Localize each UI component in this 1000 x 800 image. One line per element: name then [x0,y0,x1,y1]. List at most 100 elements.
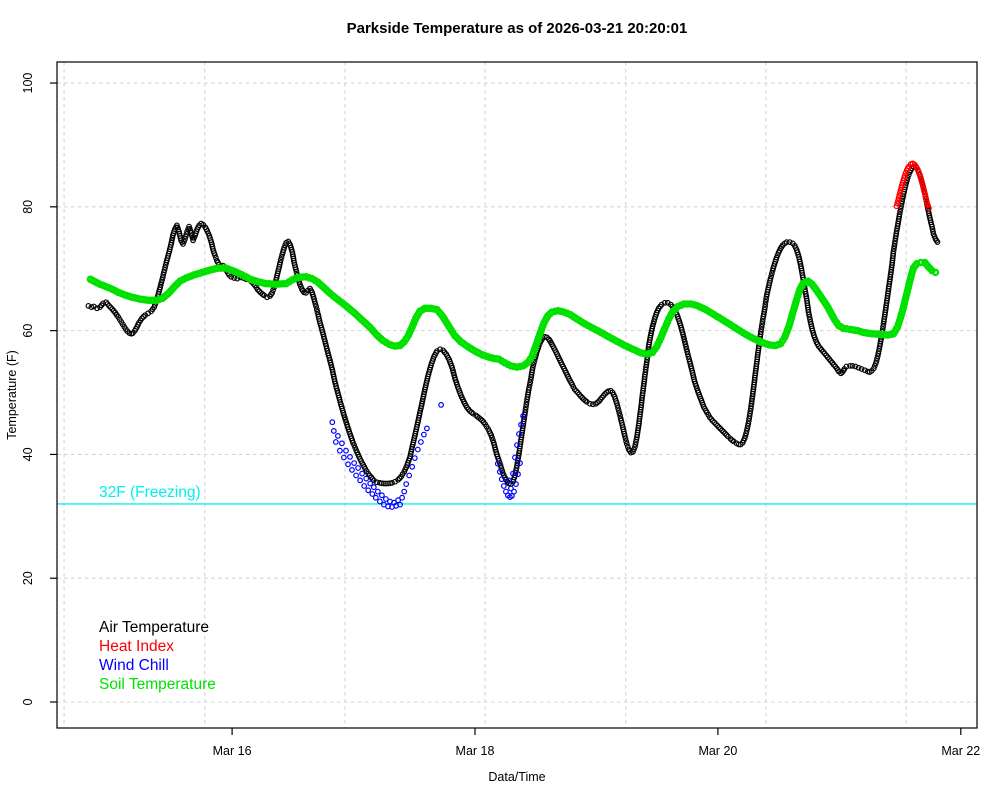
data-point [365,487,372,494]
data-point [438,402,445,408]
data-point [272,280,280,288]
data-point [329,419,336,426]
data-point [709,418,716,424]
data-point [353,472,360,479]
data-point [275,280,284,288]
data-point [758,326,765,333]
data-point [929,223,935,230]
data-point [615,407,622,414]
data-point [437,346,443,353]
data-point [649,323,656,330]
data-point [399,494,406,501]
data-point [363,475,370,482]
data-point [277,259,284,266]
x-axis-label: Data/Time [488,770,545,784]
data-point [401,488,408,495]
data-point [341,454,347,461]
data-point [424,425,430,432]
data-point [359,470,366,477]
data-point [337,447,343,454]
data-point [743,430,749,437]
y-tick-label: 0 [21,698,35,705]
data-point [468,409,475,416]
data-point [847,363,853,369]
data-point [890,248,897,255]
legend-air-temperature: Air Temperature [99,619,209,636]
legend-wind-chill: Wind Chill [99,657,169,674]
data-point [758,323,765,330]
data-point [332,439,339,445]
data-point [723,432,730,438]
data-point [632,444,638,450]
data-point [355,465,362,471]
data-point [313,303,319,310]
data-point [573,388,580,394]
x-tick-label: Mar 22 [941,744,980,758]
data-point [852,363,859,370]
data-point [843,363,850,370]
data-point [680,300,688,308]
data-point [311,296,317,302]
data-point [931,268,940,277]
data-point [139,315,145,322]
data-point [526,384,532,391]
data-point [896,192,903,199]
axis-ticks [50,82,962,735]
data-point [896,211,903,218]
x-tick-label: Mar 16 [213,744,252,758]
data-point [742,433,749,439]
data-point [509,493,515,499]
data-point [345,461,351,468]
data-point [717,425,724,432]
data-point [786,239,793,245]
data-point [683,343,689,350]
data-point [873,358,880,364]
data-point [277,257,284,263]
data-point [901,172,908,179]
data-point [367,480,374,487]
data-point [488,432,495,439]
data-point [872,360,879,367]
data-point [895,195,902,202]
data-point [806,314,813,320]
data-point [341,414,348,421]
data-point [228,273,234,280]
data-point [312,301,319,307]
data-point [880,323,886,330]
gridlines [57,62,977,728]
data-point [571,386,578,393]
data-point [762,301,769,308]
data-point [182,233,189,240]
data-point [343,447,349,454]
data-point [661,299,668,306]
data-point [616,410,623,417]
data-point [643,359,650,366]
data-point [684,351,691,357]
data-point [262,279,270,288]
data-point [256,288,263,295]
data-point [518,421,524,428]
data-point [496,468,503,475]
data-point [525,387,532,393]
data-point [893,203,900,210]
data-point [858,366,865,372]
data-points [85,160,941,510]
data-point [765,341,773,349]
data-point [158,279,165,286]
legend-soil-temperature: Soil Temperature [99,676,216,693]
series-air-temperature [85,163,941,487]
data-point [768,273,775,279]
data-point [311,298,318,305]
data-point [403,481,410,488]
data-point [508,485,514,492]
data-point [513,481,519,488]
data-point [88,304,95,310]
data-point [161,267,168,273]
data-point [587,400,593,407]
data-point [106,303,112,309]
data-point [875,348,882,354]
data-point [923,199,930,206]
data-point [339,440,345,447]
data-point [213,255,219,261]
